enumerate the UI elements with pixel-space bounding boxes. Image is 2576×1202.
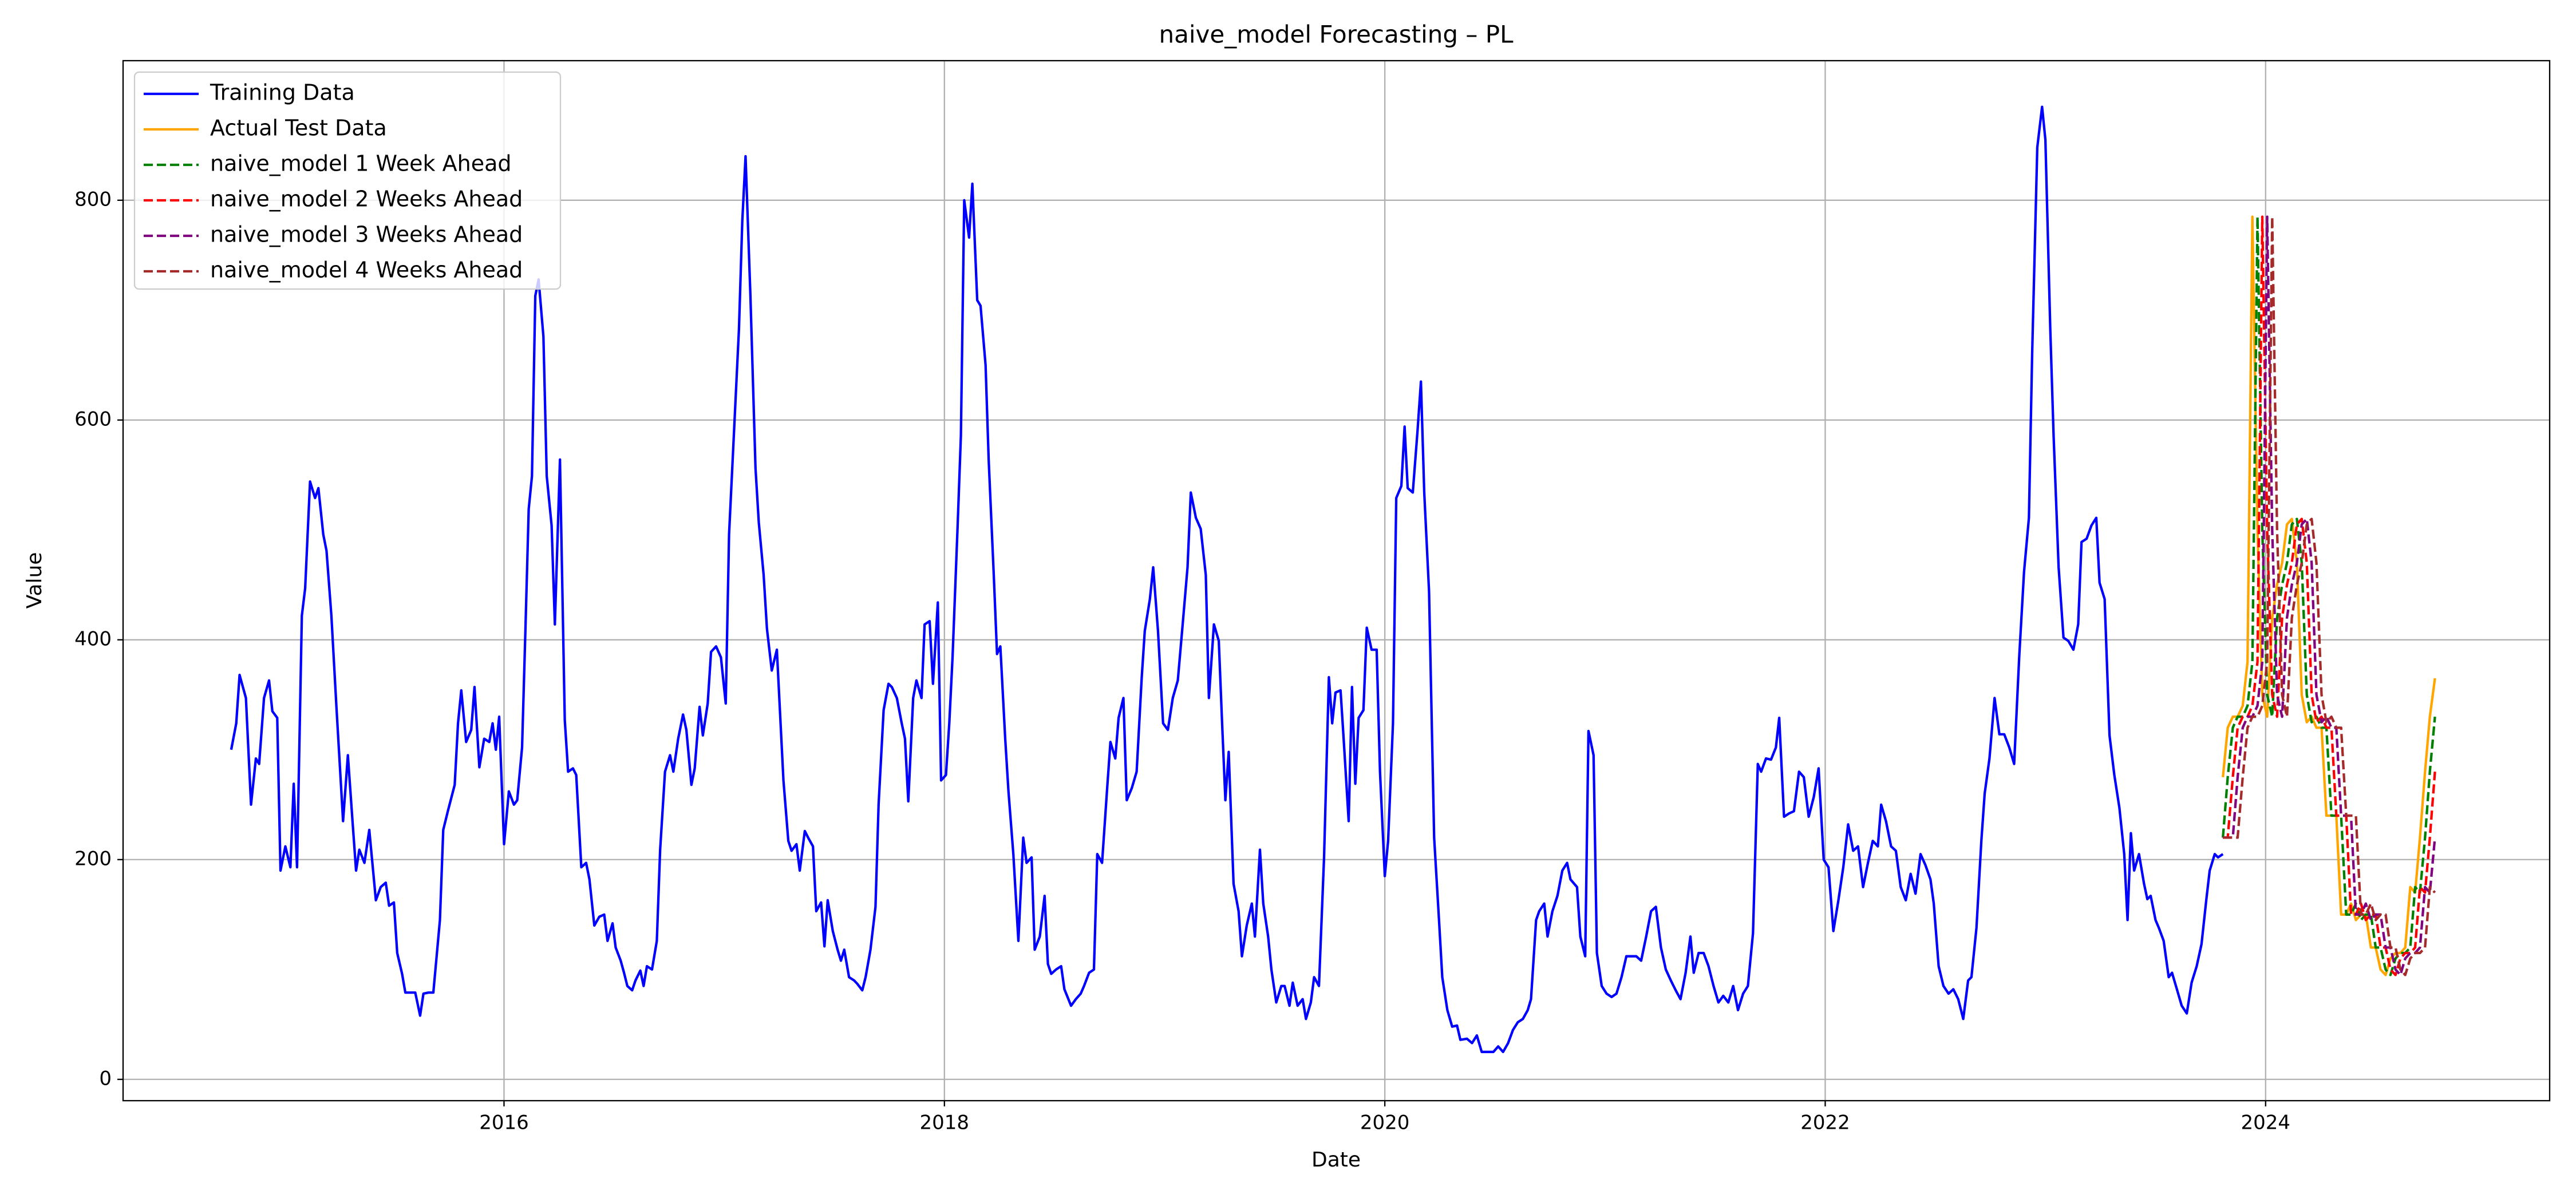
legend-label: naive_model 4 Weeks Ahead	[210, 258, 523, 283]
series-line	[2223, 215, 2436, 976]
x-tick-label: 2018	[920, 1112, 970, 1134]
y-axis-label: Value	[23, 552, 46, 609]
y-tick-label: 600	[74, 408, 112, 430]
series-line	[2222, 215, 2436, 976]
y-tick-label: 0	[99, 1067, 112, 1090]
x-tick-label: 2022	[1800, 1112, 1850, 1134]
x-tick-label: 2020	[1360, 1112, 1410, 1134]
legend-label: naive_model 2 Weeks Ahead	[210, 187, 523, 212]
legend-box	[133, 71, 562, 290]
grid	[123, 61, 2550, 1101]
legend-label: Actual Test Data	[210, 116, 387, 141]
series-line	[230, 105, 2224, 1053]
legend: Training Data Actual Test Data naive_model…	[133, 71, 562, 290]
x-axis-label: Date	[1311, 1148, 1361, 1172]
y-tick-label: 200	[74, 847, 112, 870]
legend-label: Training Data	[210, 80, 355, 105]
y-tick-label: 800	[74, 188, 112, 211]
plot-frame	[122, 60, 2551, 1102]
series-line	[2223, 215, 2436, 976]
x-tick-label: 2024	[2241, 1112, 2291, 1134]
x-tick-label: 2016	[479, 1112, 529, 1134]
y-tick-label: 400	[74, 627, 112, 650]
chart-title: naive_model Forecasting – PL	[1159, 21, 1514, 49]
legend-label: naive_model 1 Week Ahead	[210, 151, 512, 176]
legend-label: naive_model 3 Weeks Ahead	[210, 222, 523, 247]
